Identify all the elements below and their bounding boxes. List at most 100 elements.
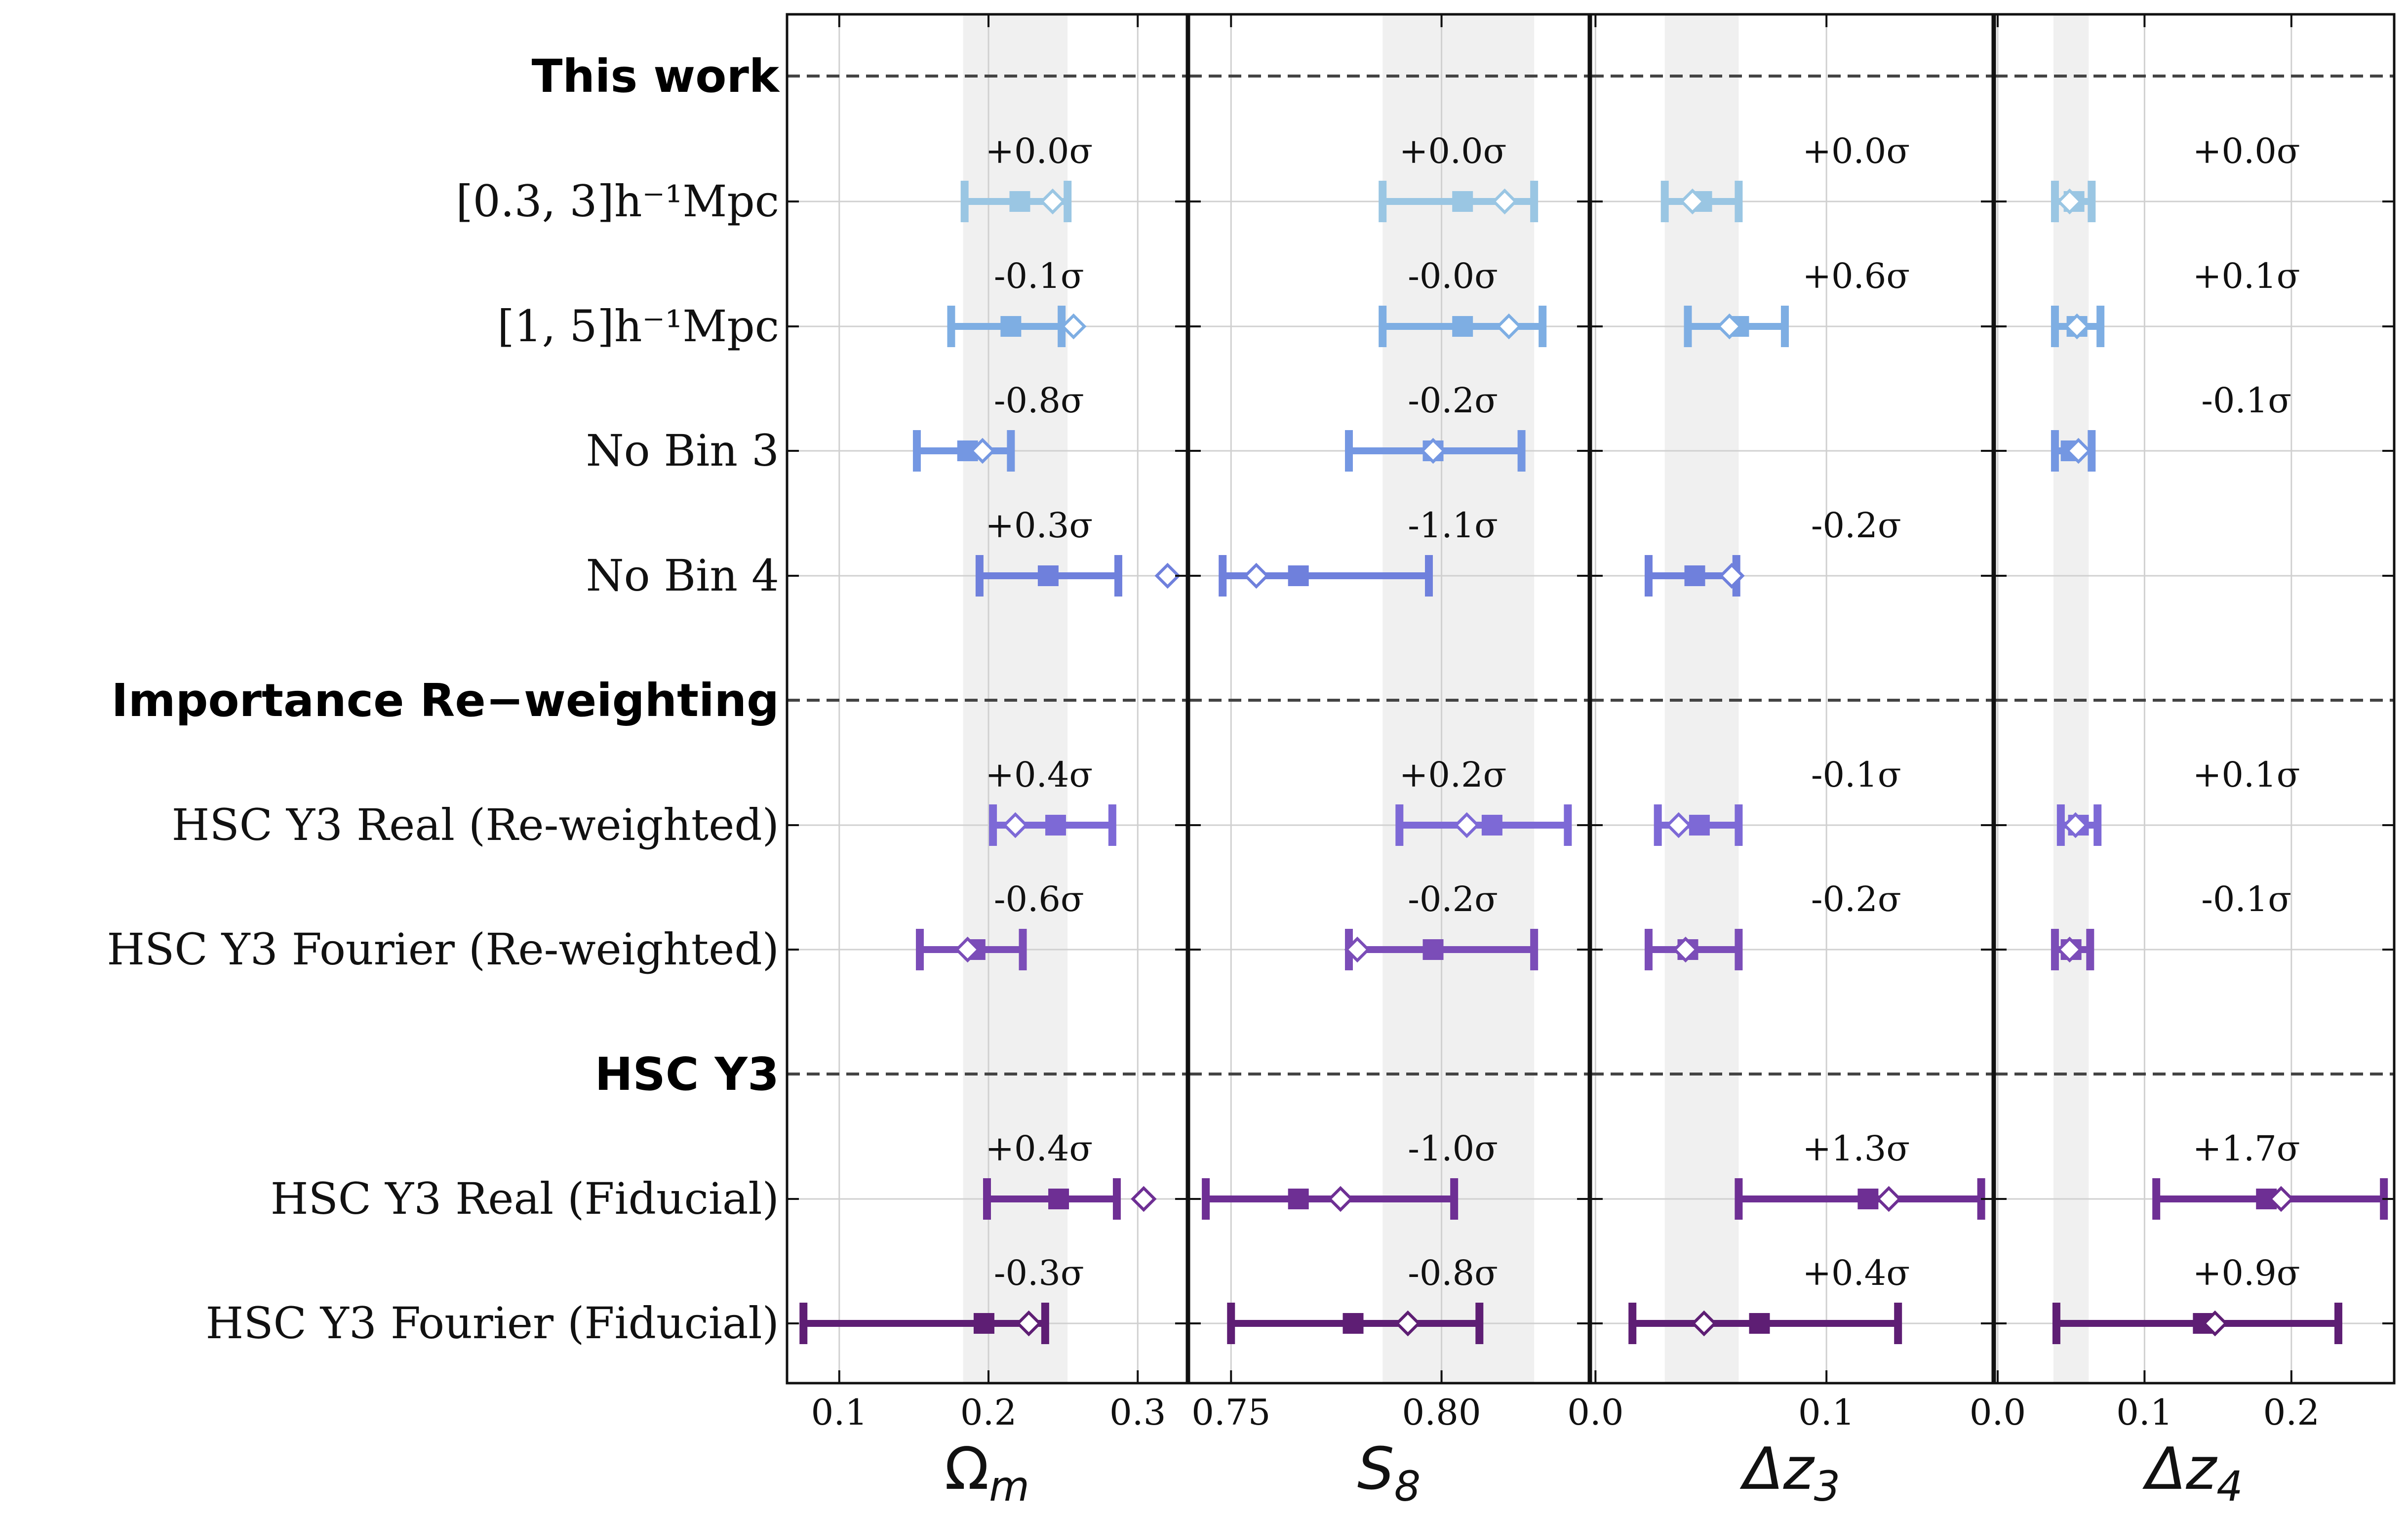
peak-marker-diamond (969, 438, 996, 464)
mean-marker-square (1684, 565, 1705, 586)
row-label: No Bin 3 (586, 425, 779, 476)
peak-marker-diamond (1002, 812, 1028, 838)
mean-marker-square (1000, 316, 1022, 337)
sigma-label: +1.7σ (2193, 1128, 2300, 1169)
sigma-label: -0.1σ (994, 256, 1084, 296)
mean-marker-square (1749, 1313, 1770, 1334)
peak-marker-diamond (1131, 1186, 1157, 1212)
sigma-label: -0.3σ (994, 1253, 1084, 1293)
sigma-label: +0.0σ (2193, 131, 2300, 171)
panel-frame (1993, 13, 2396, 1385)
sigma-label: +0.2σ (1399, 755, 1507, 795)
x-tick-label: 0.1 (2116, 1392, 2173, 1433)
peak-marker-diamond (1665, 812, 1692, 838)
peak-marker-diamond (2056, 936, 2083, 963)
peak-marker-diamond (2064, 313, 2090, 340)
x-axis-label-main: S (1357, 1434, 1394, 1503)
peak-marker-diamond (2065, 438, 2092, 464)
peak-marker-diamond (1876, 1186, 1902, 1212)
x-axis-label: Δz4 (2142, 1434, 2243, 1511)
x-axis-label: Ωm (945, 1434, 1029, 1511)
peak-marker-diamond (2062, 812, 2089, 838)
mean-marker-square (1481, 815, 1502, 836)
sigma-label: +0.1σ (2193, 256, 2300, 296)
mean-marker-square (1422, 939, 1444, 960)
panel-S_8: +0.0σ -0.0σ -0.2σ -1.1σ +0.2σ -0.2σ -1.0σ -0.8σ… (1187, 13, 1590, 1511)
x-tick-label: 0.0 (1970, 1392, 2026, 1433)
x-axis-label: Δz3 (1739, 1434, 1840, 1511)
peak-marker-diamond (2056, 188, 2083, 215)
sigma-label: -0.2σ (1811, 505, 1901, 546)
panel-Omega_m: +0.0σ -0.1σ -0.8σ +0.3σ +0.4σ -0.6σ +0.4σ -0.3σ… (786, 13, 1188, 1511)
panel-frame (786, 13, 1188, 1385)
sigma-label: -0.8σ (1408, 1253, 1498, 1293)
peak-marker-diamond (1154, 562, 1181, 589)
mean-marker-square (1452, 191, 1473, 212)
peak-marker-diamond (1344, 936, 1371, 963)
mean-marker-square (1288, 1189, 1309, 1209)
mean-marker-square (1342, 1313, 1364, 1334)
x-tick-label: 0.0 (1567, 1392, 1624, 1433)
sigma-label: -0.1σ (2201, 380, 2291, 421)
x-axis-label-main: Δz (2142, 1434, 2218, 1503)
mean-marker-square (1037, 565, 1059, 586)
panel-frame (1589, 13, 1994, 1385)
row-label: HSC Y3 Fourier (Fiducial) (205, 1298, 779, 1349)
section-label: Importance Re−weighting (111, 674, 779, 727)
x-axis-label: S8 (1357, 1434, 1421, 1511)
row-label: [1, 5]h⁻¹Mpc (497, 301, 779, 352)
peak-marker-diamond (1679, 188, 1706, 215)
peak-marker-diamond (1395, 1310, 1421, 1337)
peak-marker-diamond (1716, 313, 1742, 340)
x-axis-label-subscript: 3 (1814, 1462, 1840, 1511)
peak-marker-diamond (1496, 313, 1522, 340)
row-labels-group: This work Importance Re−weighting HSC Y3 [0… (107, 50, 780, 1349)
sigma-label: +0.6σ (1802, 256, 1910, 296)
panel-Delta_z4: +0.0σ +0.1σ -0.1σ +0.1σ -0.1σ +1.7σ +0.9σ 0.0 0.… (1970, 13, 2396, 1511)
x-tick-label: 0.80 (1402, 1392, 1481, 1433)
x-tick-label: 0.2 (2263, 1392, 2320, 1433)
sigma-label: -0.0σ (1408, 256, 1498, 296)
sigma-label: +1.3σ (1802, 1128, 1910, 1169)
peak-marker-diamond (1016, 1310, 1042, 1337)
mean-marker-square (1288, 565, 1309, 586)
mean-marker-square (1857, 1189, 1879, 1209)
x-tick-label: 0.2 (960, 1392, 1017, 1433)
peak-marker-diamond (1061, 313, 1087, 340)
mean-marker-square (1045, 815, 1066, 836)
section-label: This work (532, 50, 780, 103)
sigma-label: -0.8σ (994, 380, 1084, 421)
sigma-label: -0.1σ (1811, 755, 1901, 795)
sigma-label: -0.2σ (1811, 879, 1901, 919)
peak-marker-diamond (1492, 188, 1518, 215)
row-label: No Bin 4 (586, 550, 779, 601)
peak-marker-diamond (1420, 438, 1446, 464)
peak-marker-diamond (2268, 1186, 2294, 1212)
sigma-label: +0.0σ (1802, 131, 1910, 171)
sigma-label: +0.9σ (2193, 1253, 2300, 1293)
peak-marker-diamond (954, 936, 981, 963)
x-axis-label-main: Ω (945, 1434, 989, 1503)
sigma-label: +0.4σ (985, 1128, 1093, 1169)
x-axis-label-subscript: m (989, 1462, 1029, 1511)
sigma-label: +0.1σ (2193, 755, 2300, 795)
peak-marker-diamond (1454, 812, 1480, 838)
mean-marker-square (1452, 316, 1473, 337)
mean-marker-square (973, 1313, 994, 1334)
peak-marker-diamond (2202, 1310, 2228, 1337)
peak-marker-diamond (1719, 562, 1745, 589)
section-label: HSC Y3 (595, 1048, 779, 1101)
sigma-label: +0.4σ (1802, 1253, 1910, 1293)
sigma-label: -1.0σ (1408, 1128, 1498, 1169)
x-tick-label: 0.75 (1191, 1392, 1270, 1433)
sigma-label: -0.2σ (1408, 380, 1498, 421)
row-label: HSC Y3 Fourier (Re-weighted) (107, 924, 779, 975)
sigma-label: +0.4σ (985, 755, 1093, 795)
panels-group: +0.0σ -0.1σ -0.8σ +0.3σ +0.4σ -0.6σ +0.4σ -0.3σ… (786, 13, 2396, 1511)
panel-Delta_z3: +0.0σ +0.6σ -0.2σ -0.1σ -0.2σ +1.3σ +0.4σ 0.0 0.… (1567, 13, 1994, 1511)
row-label: HSC Y3 Real (Re-weighted) (172, 799, 779, 850)
peak-marker-diamond (1672, 936, 1699, 963)
mean-marker-square (1689, 815, 1710, 836)
